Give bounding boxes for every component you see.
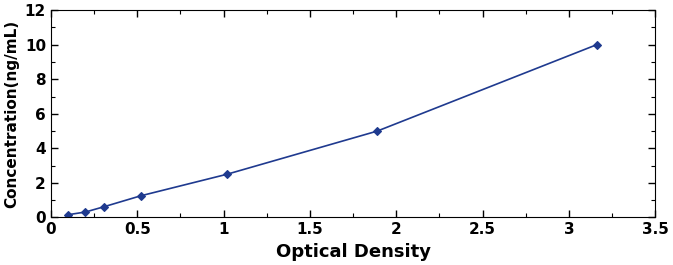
- Y-axis label: Concentration(ng/mL): Concentration(ng/mL): [4, 20, 19, 208]
- X-axis label: Optical Density: Optical Density: [276, 243, 431, 261]
